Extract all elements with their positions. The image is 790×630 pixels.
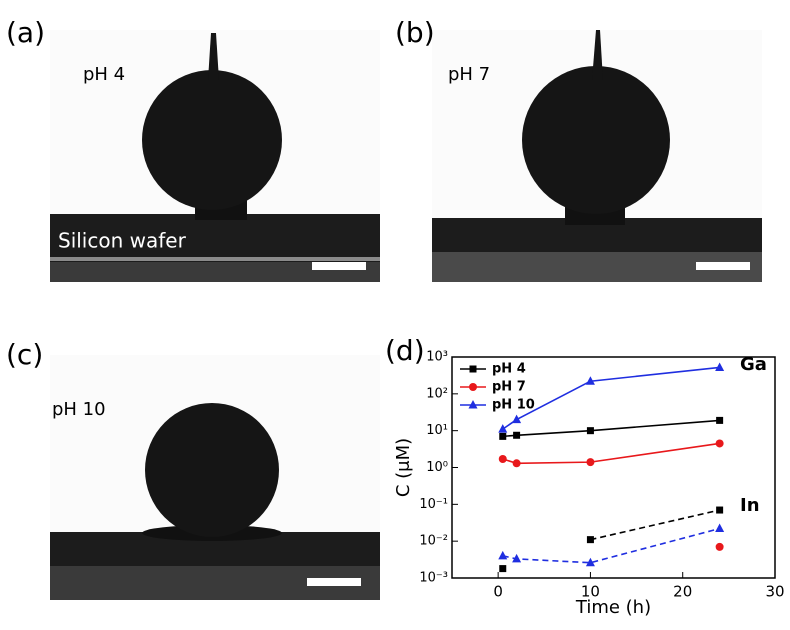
series-line — [503, 443, 720, 463]
marker — [587, 536, 594, 543]
series-line — [503, 529, 720, 563]
marker — [716, 543, 724, 551]
y-tick-label: 10¹ — [426, 423, 448, 438]
marker — [513, 459, 521, 467]
panel-label: (a) — [6, 16, 45, 49]
y-tick-label: 10⁻³ — [419, 571, 448, 586]
marker — [498, 424, 507, 433]
panel-text: pH 10 — [52, 399, 106, 420]
series-line — [590, 510, 719, 540]
series-line — [503, 367, 720, 429]
legend-label: pH 4 — [492, 362, 526, 377]
marker — [499, 433, 506, 440]
x-tick-label: 0 — [493, 583, 503, 601]
panel-label: (d) — [385, 334, 425, 367]
marker — [716, 439, 724, 447]
x-axis-label: Time (h) — [575, 597, 651, 618]
legend-marker — [470, 366, 477, 373]
series-line — [503, 420, 720, 436]
figure: (a) pH 4 Silicon wafer (b) pH 7 (c) pH 1… — [0, 0, 790, 630]
x-tick-label: 30 — [765, 583, 784, 601]
substrate-label: Silicon wafer — [58, 229, 187, 253]
marker — [586, 458, 594, 466]
marker — [715, 524, 724, 533]
y-axis-label: C (μM) — [393, 438, 414, 497]
y-tick-label: 10³ — [426, 350, 448, 365]
y-tick-label: 10² — [426, 386, 448, 401]
y-tick-label: 10⁻¹ — [419, 497, 448, 512]
panel-label: (b) — [395, 16, 435, 49]
annotation: In — [740, 495, 760, 516]
marker — [499, 565, 506, 572]
marker — [716, 417, 723, 424]
panel-text: pH 7 — [448, 64, 490, 85]
legend-label: pH 7 — [492, 380, 526, 395]
annotation: Ga — [740, 354, 767, 375]
marker — [513, 432, 520, 439]
marker — [498, 551, 507, 560]
marker — [587, 427, 594, 434]
marker — [499, 455, 507, 463]
photo-c — [50, 355, 380, 600]
marker — [715, 362, 724, 371]
panel-label: (c) — [6, 338, 43, 371]
marker — [716, 507, 723, 514]
legend-marker — [469, 383, 477, 391]
y-tick-label: 10⁻² — [419, 534, 448, 549]
legend-label: pH 10 — [492, 398, 535, 413]
panel-text: pH 4 — [83, 64, 125, 85]
y-tick-label: 10⁰ — [426, 460, 448, 475]
x-tick-label: 20 — [673, 583, 692, 601]
